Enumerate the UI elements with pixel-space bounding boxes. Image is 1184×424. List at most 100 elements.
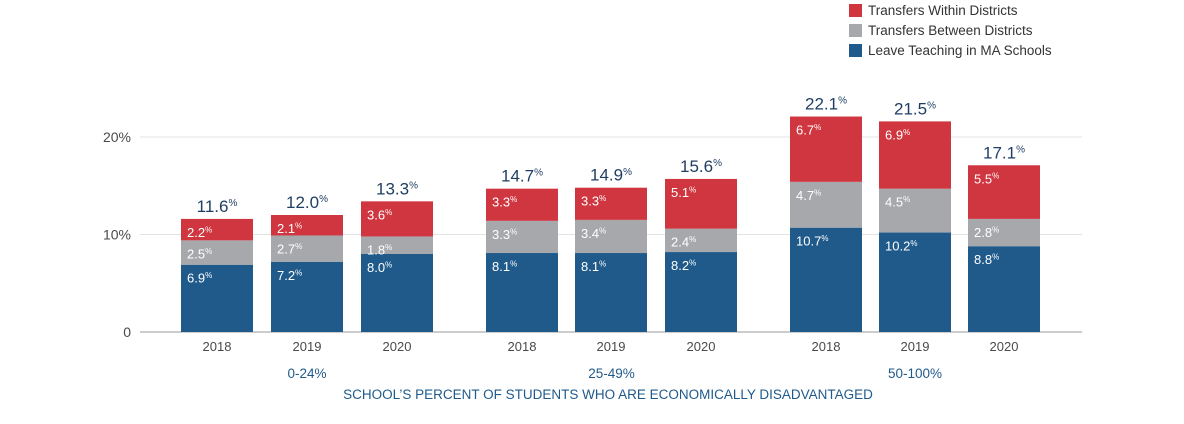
seg-label-s2-b6-percent-sign: % bbox=[814, 123, 821, 132]
total-label-b7: 21.5% bbox=[894, 99, 936, 118]
bar-seg-s2-b1 bbox=[271, 215, 343, 236]
total-label-b8: 17.1% bbox=[983, 143, 1025, 162]
seg-label-s0-b4-percent-sign: % bbox=[599, 259, 606, 268]
x-tick-label-b6: 2018 bbox=[812, 339, 841, 354]
bar-seg-s0-b0 bbox=[181, 264, 253, 332]
seg-label-s2-b3-percent-sign: % bbox=[510, 195, 517, 204]
x-tick-label-b8: 2020 bbox=[990, 339, 1019, 354]
bar-seg-s0-b4 bbox=[575, 253, 647, 332]
bar-seg-s1-b2 bbox=[361, 236, 433, 254]
seg-label-s0-b8-percent-sign: % bbox=[992, 253, 999, 262]
seg-label-s0-b6: 10.7% bbox=[796, 234, 828, 249]
x-tick-label-b7: 2019 bbox=[901, 339, 930, 354]
seg-label-s2-b0-percent-sign: % bbox=[205, 225, 212, 234]
seg-label-s2-b7-percent-sign: % bbox=[903, 128, 910, 137]
total-label-b0: 11.6% bbox=[197, 197, 238, 216]
bar-seg-s0-b5 bbox=[665, 252, 737, 332]
total-label-b7-percent-sign: % bbox=[927, 100, 936, 111]
bar-seg-s2-b0 bbox=[181, 218, 253, 241]
total-label-b2: 13.3% bbox=[376, 179, 418, 198]
bar-seg-s2-b8 bbox=[968, 165, 1040, 219]
legend-swatch-leave bbox=[849, 43, 862, 57]
bar-seg-s0-b8 bbox=[968, 246, 1040, 332]
seg-label-s1-b5-percent-sign: % bbox=[689, 235, 696, 244]
seg-label-s0-b6-percent-sign: % bbox=[821, 234, 828, 243]
bar-seg-s2-b7 bbox=[879, 121, 951, 189]
total-label-b4: 14.9% bbox=[590, 166, 632, 185]
bar-seg-s1-b0 bbox=[181, 240, 253, 265]
seg-label-s0-b5-percent-sign: % bbox=[689, 259, 696, 268]
bar-seg-s2-b5 bbox=[665, 178, 737, 229]
total-label-b1-percent-sign: % bbox=[319, 194, 328, 205]
x-tick-label-b4: 2019 bbox=[597, 339, 626, 354]
seg-label-s2-b5-percent-sign: % bbox=[689, 185, 696, 194]
legend-item-within: Transfers Within Districts bbox=[849, 0, 1052, 20]
legend: Transfers Within Districts Transfers Bet… bbox=[849, 0, 1052, 60]
seg-label-s1-b4-percent-sign: % bbox=[599, 226, 606, 235]
x-tick-label-b3: 2018 bbox=[508, 339, 537, 354]
bars-layer bbox=[181, 116, 1040, 332]
seg-label-s2-b4-percent-sign: % bbox=[599, 194, 606, 203]
bar-seg-s1-b7 bbox=[879, 188, 951, 233]
total-label-b1: 12.0% bbox=[286, 193, 328, 212]
x-tick-label-b0: 2018 bbox=[203, 339, 232, 354]
bar-seg-s1-b1 bbox=[271, 235, 343, 262]
bar-seg-s0-b6 bbox=[790, 227, 862, 332]
bar-seg-s0-b7 bbox=[879, 232, 951, 332]
bar-seg-s0-b2 bbox=[361, 254, 433, 332]
total-label-b5: 15.6% bbox=[680, 157, 722, 176]
legend-item-leave: Leave Teaching in MA Schools bbox=[849, 40, 1052, 60]
seg-label-s1-b7-percent-sign: % bbox=[903, 195, 910, 204]
x-tick-label-b2: 2020 bbox=[383, 339, 412, 354]
x-tick-label-b1: 2019 bbox=[293, 339, 322, 354]
bar-seg-s2-b4 bbox=[575, 187, 647, 220]
legend-label-leave: Leave Teaching in MA Schools bbox=[868, 42, 1052, 58]
legend-label-between: Transfers Between Districts bbox=[868, 22, 1033, 38]
bar-seg-s1-b8 bbox=[968, 218, 1040, 247]
seg-label-s0-b0-percent-sign: % bbox=[205, 271, 212, 280]
bar-seg-s2-b3 bbox=[486, 188, 558, 221]
x-tick-label-b5: 2020 bbox=[687, 339, 716, 354]
labels-layer: 010%20%6.9%2.5%2.2%11.6%20187.2%2.7%2.1%… bbox=[103, 95, 1025, 381]
total-label-b2-percent-sign: % bbox=[409, 180, 418, 191]
bar-seg-s0-b1 bbox=[271, 261, 343, 332]
seg-label-s1-b6-percent-sign: % bbox=[814, 188, 821, 197]
seg-label-s1-b1-percent-sign: % bbox=[295, 242, 302, 251]
seg-label-s0-b2-percent-sign: % bbox=[385, 260, 392, 269]
seg-label-s1-b8-percent-sign: % bbox=[992, 225, 999, 234]
y-tick-label-1: 10% bbox=[103, 227, 131, 243]
seg-label-s1-b3-percent-sign: % bbox=[510, 227, 517, 236]
seg-label-s2-b2-percent-sign: % bbox=[385, 208, 392, 217]
total-label-b0-percent-sign: % bbox=[228, 198, 237, 209]
total-label-b6-percent-sign: % bbox=[838, 96, 847, 107]
bar-seg-s1-b4 bbox=[575, 219, 647, 254]
x-axis-title: SCHOOL’S PERCENT OF STUDENTS WHO ARE ECO… bbox=[343, 387, 873, 402]
bar-seg-s0-b3 bbox=[486, 253, 558, 332]
y-tick-label-2: 20% bbox=[103, 129, 131, 145]
seg-label-s2-b8-percent-sign: % bbox=[992, 172, 999, 181]
seg-label-s1-b0-percent-sign: % bbox=[205, 247, 212, 256]
seg-label-s0-b7-percent-sign: % bbox=[910, 239, 917, 248]
group-label-1: 25-49% bbox=[588, 366, 635, 381]
total-label-b5-percent-sign: % bbox=[713, 158, 722, 169]
total-label-b6: 22.1% bbox=[805, 95, 847, 114]
seg-label-s0-b1-percent-sign: % bbox=[295, 268, 302, 277]
total-label-b8-percent-sign: % bbox=[1016, 144, 1025, 155]
legend-label-within: Transfers Within Districts bbox=[868, 2, 1018, 18]
total-label-b4-percent-sign: % bbox=[623, 167, 632, 178]
bar-seg-s1-b3 bbox=[486, 220, 558, 254]
y-tick-label-0: 0 bbox=[123, 324, 131, 340]
seg-label-s1-b2-percent-sign: % bbox=[385, 243, 392, 252]
bar-seg-s2-b2 bbox=[361, 201, 433, 237]
group-label-0: 0-24% bbox=[287, 366, 326, 381]
bar-seg-s1-b6 bbox=[790, 181, 862, 228]
legend-swatch-between bbox=[849, 23, 862, 37]
group-label-2: 50-100% bbox=[888, 366, 942, 381]
bar-seg-s1-b5 bbox=[665, 228, 737, 253]
total-label-b3: 14.7% bbox=[501, 167, 543, 186]
bar-seg-s2-b6 bbox=[790, 116, 862, 182]
seg-label-s0-b3-percent-sign: % bbox=[510, 259, 517, 268]
legend-item-between: Transfers Between Districts bbox=[849, 20, 1052, 40]
total-label-b3-percent-sign: % bbox=[534, 168, 543, 179]
